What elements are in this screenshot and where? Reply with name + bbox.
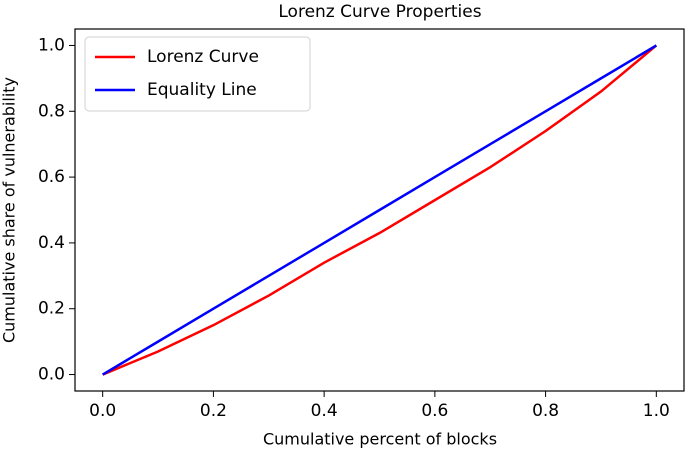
y-tick-label: 0.0 — [38, 365, 65, 385]
y-axis-label: Cumulative share of vulnerability — [0, 77, 19, 343]
y-tick-label: 1.0 — [38, 35, 65, 55]
x-tick-label: 0.0 — [89, 401, 116, 421]
y-tick-label: 0.6 — [38, 167, 65, 187]
x-tick-label: 0.4 — [311, 401, 338, 421]
x-tick-label: 0.6 — [421, 401, 448, 421]
plot-frame — [74, 28, 685, 392]
line-series — [102, 44, 658, 376]
x-tick-label: 0.8 — [532, 401, 559, 421]
y-tick-label: 0.8 — [38, 101, 65, 121]
y-tick-label: 0.4 — [38, 233, 65, 253]
legend-box — [84, 36, 311, 112]
x-tick-label: 0.2 — [200, 401, 227, 421]
y-tick-label: 0.2 — [38, 299, 65, 319]
legend-label: Lorenz Curve — [147, 47, 259, 67]
x-axis-label: Cumulative percent of blocks — [263, 430, 497, 449]
x-tick-label: 1.0 — [643, 401, 670, 421]
chart-title: Lorenz Curve Properties — [278, 2, 481, 22]
legend-label: Equality Line — [147, 80, 257, 100]
line-series — [102, 44, 657, 376]
